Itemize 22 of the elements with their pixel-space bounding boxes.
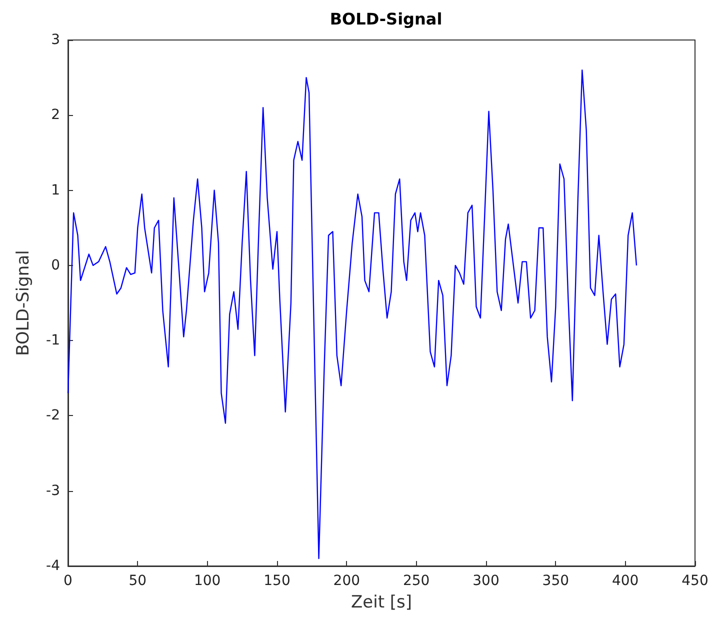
y-tick-label: 3: [51, 32, 60, 48]
y-tick-label: -4: [46, 558, 60, 574]
y-tick-label: -1: [46, 332, 60, 349]
x-tick-label: 350: [542, 573, 570, 589]
y-tick-label: 2: [51, 107, 60, 124]
x-tick-label: 300: [472, 573, 500, 589]
x-tick-label: 250: [402, 573, 430, 589]
y-tick-label: 1: [51, 182, 60, 198]
x-tick-label: 0: [64, 573, 72, 589]
x-tick-label: 200: [333, 573, 360, 589]
x-tick-label: 150: [264, 573, 290, 589]
line-series: [67, 69, 638, 560]
y-tick-label: -2: [46, 408, 60, 424]
y-tick-label: 0: [51, 257, 60, 274]
x-tick-label: 400: [612, 573, 639, 589]
chart-title: BOLD-Signal: [330, 10, 442, 28]
x-tick-label: 100: [194, 573, 221, 589]
x-axis-title: Zeit [s]: [350, 592, 412, 612]
x-tick-label: 450: [682, 573, 708, 589]
y-axis-title: BOLD-Signal: [14, 250, 34, 356]
x-tick-label: 50: [128, 573, 147, 589]
y-tick-label: -3: [46, 482, 60, 499]
